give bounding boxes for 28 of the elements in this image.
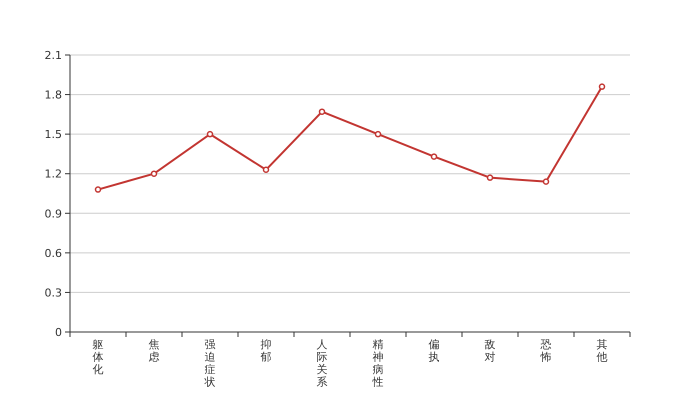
point <box>542 178 550 185</box>
y-tick-label: 0 <box>55 326 62 339</box>
point <box>374 130 382 138</box>
point <box>486 174 494 181</box>
x-tick-label: 其他 <box>596 338 608 364</box>
x-tick-label: 人际关系 <box>316 338 328 388</box>
point <box>318 108 326 115</box>
x-tick-label: 抑郁 <box>260 338 272 364</box>
x-tick-label: 精神病性 <box>372 338 384 388</box>
point <box>262 166 270 174</box>
x-tick-label: 敌对 <box>484 338 496 364</box>
x-tick-label: 强迫症状 <box>204 338 216 388</box>
y-tick-label: 0.6 <box>44 246 62 260</box>
y-tick-label: 0.9 <box>44 207 62 220</box>
x-tick-label: 焦虑 <box>148 338 160 364</box>
y-tick-label: 1.5 <box>44 128 62 142</box>
point <box>206 130 214 138</box>
y-tick-label: 0.3 <box>44 286 62 300</box>
y-tick-label: 1.8 <box>44 88 62 102</box>
x-tick-label: 恐怖 <box>540 338 552 364</box>
point <box>598 83 606 90</box>
x-tick-label: 偏执 <box>428 338 440 364</box>
point <box>150 170 158 177</box>
y-tick-label: 2.1 <box>44 49 62 62</box>
x-tick-label: 躯体化 <box>92 338 104 376</box>
point <box>430 153 438 160</box>
y-tick-label: 1.2 <box>44 168 62 181</box>
point <box>94 186 102 193</box>
